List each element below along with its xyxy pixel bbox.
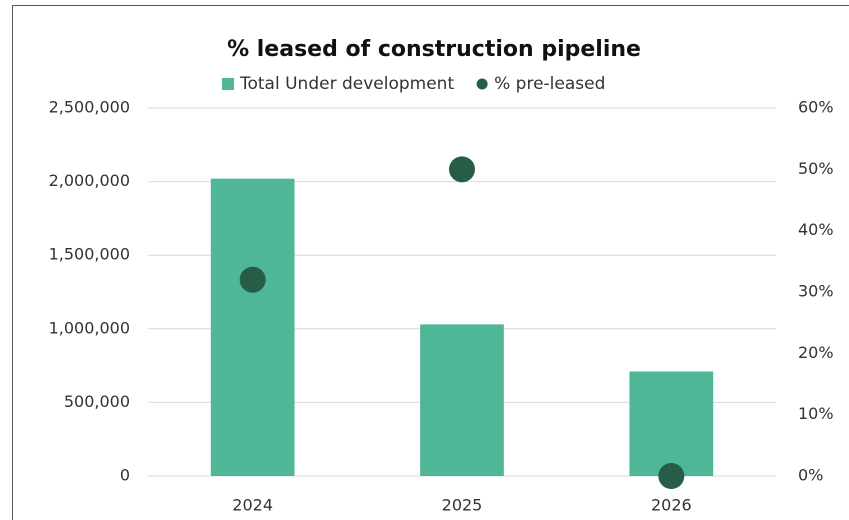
y-tick-label: 500,000 xyxy=(64,392,130,411)
dot xyxy=(449,156,475,183)
x-tick-label: 2025 xyxy=(442,496,483,515)
legend-label: % pre-leased xyxy=(494,74,605,94)
bar xyxy=(420,324,504,476)
y-tick-label: 0 xyxy=(120,466,130,485)
dot xyxy=(239,266,266,293)
legend-swatch xyxy=(476,78,488,90)
bar xyxy=(629,371,714,476)
x-tick-label: 2026 xyxy=(651,496,692,515)
y2-tick-label: 50% xyxy=(798,159,834,178)
y2-tick-label: 30% xyxy=(798,282,834,301)
chart-frame xyxy=(12,5,849,520)
legend-label: Total Under development xyxy=(239,74,454,94)
legend-swatch xyxy=(222,78,234,90)
bar xyxy=(210,178,295,476)
y2-tick-label: 0% xyxy=(798,466,823,485)
chart-title: % leased of construction pipeline xyxy=(227,37,641,62)
y2-tick-label: 10% xyxy=(798,404,834,423)
y-tick-label: 1,000,000 xyxy=(49,318,130,337)
y2-tick-label: 60% xyxy=(798,98,834,117)
y-tick-label: 2,000,000 xyxy=(49,171,130,190)
dot xyxy=(658,463,685,489)
x-tick-label: 2024 xyxy=(232,496,273,515)
y-tick-label: 2,500,000 xyxy=(49,98,130,117)
y2-tick-label: 40% xyxy=(798,220,834,239)
y-tick-label: 1,500,000 xyxy=(49,245,130,264)
y2-tick-label: 20% xyxy=(798,343,834,362)
